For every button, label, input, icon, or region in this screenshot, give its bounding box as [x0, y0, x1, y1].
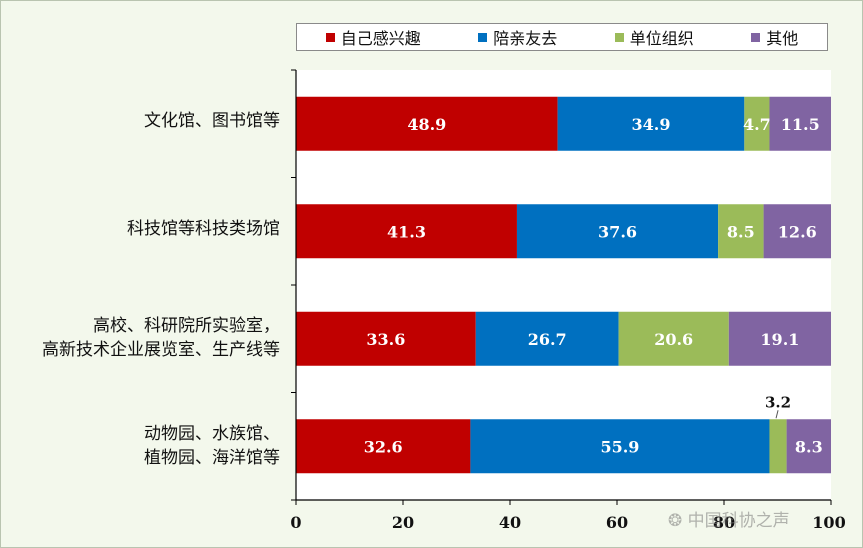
- bar-segment: [296, 311, 476, 366]
- category-label-line: 文化馆、图书馆等: [144, 111, 280, 131]
- legend-item: 陪亲友去: [478, 25, 557, 49]
- x-tick-label: 100: [812, 513, 845, 532]
- bar-segment: [296, 96, 558, 151]
- legend-swatch: [325, 32, 335, 42]
- data-label: 33.6: [366, 330, 405, 349]
- x-tick-label: 20: [392, 513, 414, 532]
- data-label: 32.6: [364, 437, 403, 456]
- category-label-line: 高新技术企业展览室、生产线等: [42, 340, 280, 360]
- category-label: 科技馆等科技类场馆: [127, 217, 280, 241]
- bar-segment: [475, 311, 619, 366]
- bar-segment: [516, 204, 719, 259]
- data-label: 4.7: [743, 115, 771, 134]
- legend-label: 其他: [766, 29, 799, 48]
- data-label: 11.5: [781, 115, 820, 134]
- x-tick-label: 40: [499, 513, 521, 532]
- category-label-line: 高校、科研院所实验室，: [93, 316, 280, 336]
- bar-segment: [557, 96, 745, 151]
- data-label: 19.1: [760, 330, 799, 349]
- category-label-line: 植物园、海洋馆等: [144, 448, 280, 468]
- data-label: 8.3: [795, 437, 823, 456]
- leader-line: [775, 410, 779, 419]
- category-label-line: 科技馆等科技类场馆: [127, 219, 280, 239]
- legend-swatch: [614, 32, 624, 42]
- weibo-icon: ❂: [668, 511, 683, 531]
- bar-segment: [296, 204, 517, 259]
- x-tick-label: 0: [290, 513, 301, 532]
- x-tick-label: 80: [713, 513, 735, 532]
- data-label: 55.9: [600, 437, 639, 456]
- bar-segment: [744, 96, 770, 151]
- bar-segment: [769, 419, 787, 474]
- data-label: 3.2: [765, 393, 791, 411]
- bar-segment: [728, 311, 831, 366]
- data-label: 26.7: [528, 330, 567, 349]
- category-label: 高校、科研院所实验室， 高新技术企业展览室、生产线等: [42, 314, 280, 362]
- watermark-text: 中国科协之声: [687, 511, 790, 531]
- category-label: 动物园、水族馆、 植物园、海洋馆等: [144, 422, 280, 470]
- x-tick-label: 60: [606, 513, 628, 532]
- legend-item: 其他: [751, 25, 798, 49]
- data-label: 20.6: [654, 330, 693, 349]
- legend-label: 自己感兴趣: [340, 29, 421, 48]
- data-label: 41.3: [387, 222, 426, 241]
- legend-label: 陪亲友去: [493, 29, 558, 48]
- bar-segment: [769, 96, 831, 151]
- data-label: 8.5: [727, 222, 755, 241]
- legend: 自己感兴趣 陪亲友去 单位组织 其他: [296, 23, 828, 51]
- bar-segment: [763, 204, 831, 259]
- data-label: 34.9: [631, 115, 670, 134]
- bar-segment: [718, 204, 764, 259]
- data-label: 48.9: [407, 115, 446, 134]
- bar-segment: [786, 419, 831, 474]
- data-label: 37.6: [598, 222, 637, 241]
- category-label-line: 动物园、水族馆、: [144, 424, 280, 444]
- bar-segment: [618, 311, 729, 366]
- legend-item: 单位组织: [614, 25, 694, 49]
- legend-swatch: [478, 32, 488, 42]
- watermark: ❂ 中国科协之声: [668, 506, 790, 531]
- category-label: 文化馆、图书馆等: [144, 109, 280, 133]
- legend-label: 单位组织: [629, 29, 694, 48]
- bar-segment: [296, 419, 471, 474]
- legend-swatch: [751, 32, 761, 42]
- legend-item: 自己感兴趣: [325, 25, 421, 49]
- data-label: 12.6: [778, 222, 817, 241]
- bar-segment: [470, 419, 770, 474]
